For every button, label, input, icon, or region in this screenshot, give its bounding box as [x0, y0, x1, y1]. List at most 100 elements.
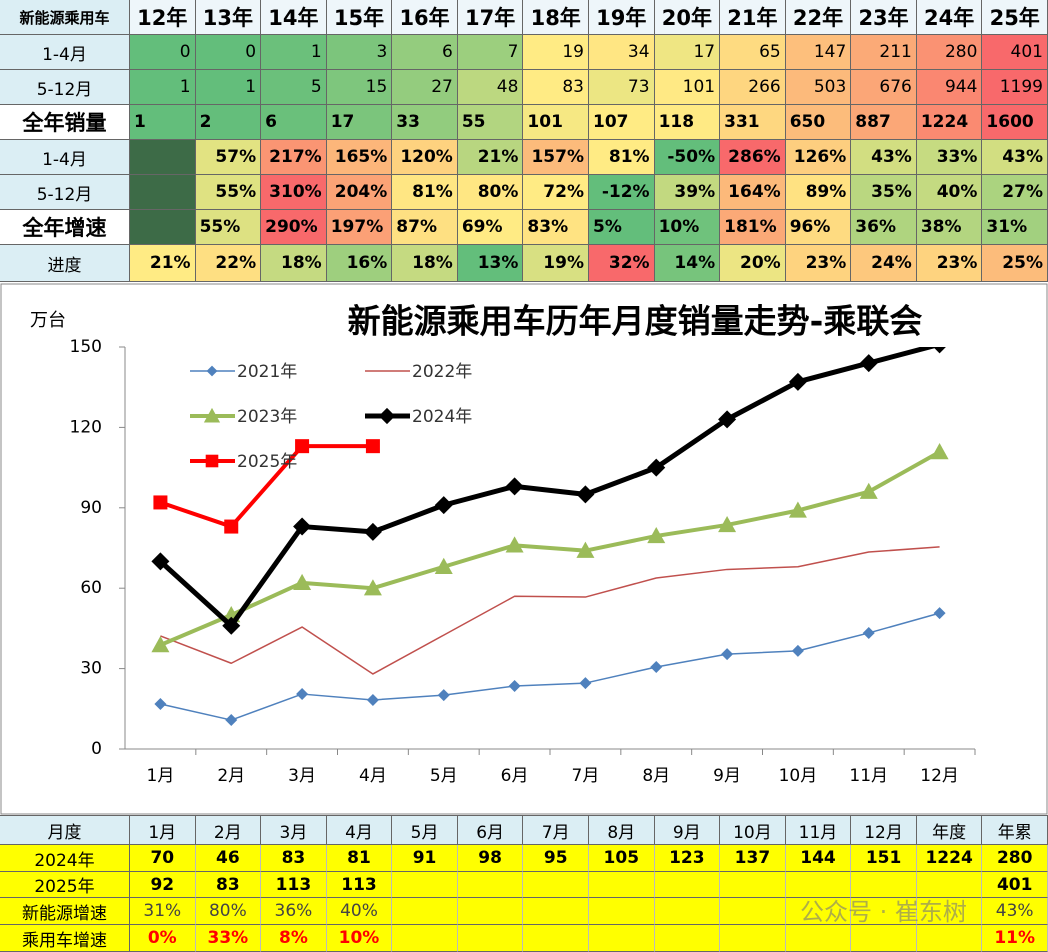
table-cell: 0% [130, 925, 196, 952]
table-cell: 204% [326, 175, 393, 210]
table-cell: 46 [195, 845, 262, 872]
row-label: 全年销量 [0, 105, 130, 140]
marker [933, 347, 946, 354]
table-cell: 887 [851, 105, 917, 140]
y-tick-label: 120 [70, 417, 102, 437]
table-cell: 137 [720, 845, 786, 872]
table-cell: 23% [916, 245, 983, 282]
table-cell: 21% [457, 140, 524, 175]
table-cell [523, 872, 589, 898]
table-cell [589, 925, 655, 952]
table-cell: 27% [982, 175, 1048, 210]
marker [206, 365, 218, 377]
table-cell: 80% [457, 175, 524, 210]
marker [647, 526, 666, 544]
legend-label: 2021年 [237, 362, 297, 382]
table-cell [392, 898, 458, 925]
legend-label: 2025年 [237, 452, 297, 472]
table-cell: 105 [589, 845, 655, 872]
table-cell: 6 [392, 35, 458, 70]
header-cell: 19年 [589, 0, 655, 35]
marker [378, 407, 396, 425]
table-cell: 211 [851, 35, 917, 70]
header-cell: 新能源乘用车 [0, 0, 130, 35]
table-cell: 27 [392, 70, 458, 105]
table-cell: 280 [982, 845, 1048, 872]
header-cell: 1月 [130, 815, 196, 845]
table-cell: 401 [982, 35, 1048, 70]
row-label: 5-12月 [0, 175, 130, 210]
row-label: 1-4月 [0, 35, 130, 70]
table-cell: 55 [457, 105, 524, 140]
table-cell: 92 [130, 872, 196, 898]
table-cell: 36% [261, 898, 327, 925]
table-cell: 101 [523, 105, 589, 140]
table-cell [654, 872, 721, 898]
table-cell: 40% [326, 898, 393, 925]
marker [365, 439, 380, 454]
table-cell: 32% [589, 245, 655, 282]
header-cell: 8月 [589, 815, 655, 845]
header-cell: 15年 [326, 0, 393, 35]
table-cell: 43% [851, 140, 917, 175]
header-cell: 10月 [720, 815, 786, 845]
table-cell: 10% [326, 925, 393, 952]
header-cell: 11月 [785, 815, 852, 845]
header-cell: 12月 [851, 815, 917, 845]
table-cell [654, 925, 721, 952]
table-cell: 38% [916, 210, 983, 245]
table-cell [851, 872, 917, 898]
marker [225, 714, 238, 727]
table-cell: 40% [916, 175, 983, 210]
table-cell: 87% [392, 210, 458, 245]
table-cell [130, 175, 196, 210]
table-cell: 20% [720, 245, 786, 282]
header-cell: 5月 [392, 815, 458, 845]
marker [205, 454, 219, 468]
table-cell: 81 [326, 845, 393, 872]
table-cell: 7 [457, 35, 524, 70]
chart: 新能源乘用车历年月度销量走势-乘联会 万台 0 30 60 90 120 150 1月 2月 3… [0, 283, 1048, 815]
y-tick-label: 30 [80, 659, 102, 679]
table-cell: 33% [916, 140, 983, 175]
table-cell: 31% [982, 210, 1048, 245]
header-cell: 23年 [851, 0, 917, 35]
x-tick-label: 8月 [642, 766, 670, 786]
table-cell: 81% [589, 140, 655, 175]
table-cell: -12% [589, 175, 655, 210]
table-cell: 18% [392, 245, 458, 282]
table-cell: 17 [654, 35, 721, 70]
table-cell: 15 [326, 70, 393, 105]
table-cell [785, 925, 852, 952]
header-cell: 月度 [0, 815, 130, 845]
header-cell: 25年 [982, 0, 1048, 35]
table-cell: 144 [785, 845, 852, 872]
table-cell: 1224 [916, 105, 983, 140]
table-cell: 6 [261, 105, 327, 140]
marker [862, 626, 875, 639]
marker [151, 636, 170, 653]
table-cell: 80% [195, 898, 262, 925]
header-cell: 16年 [392, 0, 458, 35]
marker [295, 439, 310, 454]
table-cell: 16% [326, 245, 393, 282]
table-cell: 81% [392, 175, 458, 210]
table-cell: 39% [654, 175, 721, 210]
header-cell: 2月 [195, 815, 262, 845]
marker [224, 519, 239, 534]
y-tick-label: 90 [80, 498, 102, 518]
table-cell: 280 [916, 35, 983, 70]
table-cell: 57% [195, 140, 262, 175]
series-line [159, 444, 373, 529]
header-cell: 13年 [195, 0, 262, 35]
table-cell [720, 898, 786, 925]
table-cell: 157% [523, 140, 589, 175]
series-line [158, 347, 940, 629]
table-cell: 55% [195, 210, 262, 245]
table-cell [457, 925, 524, 952]
marker [576, 541, 595, 558]
marker [859, 354, 878, 373]
x-tick-label: 7月 [572, 766, 600, 786]
table-cell: 65 [720, 35, 786, 70]
table-cell [523, 925, 589, 952]
